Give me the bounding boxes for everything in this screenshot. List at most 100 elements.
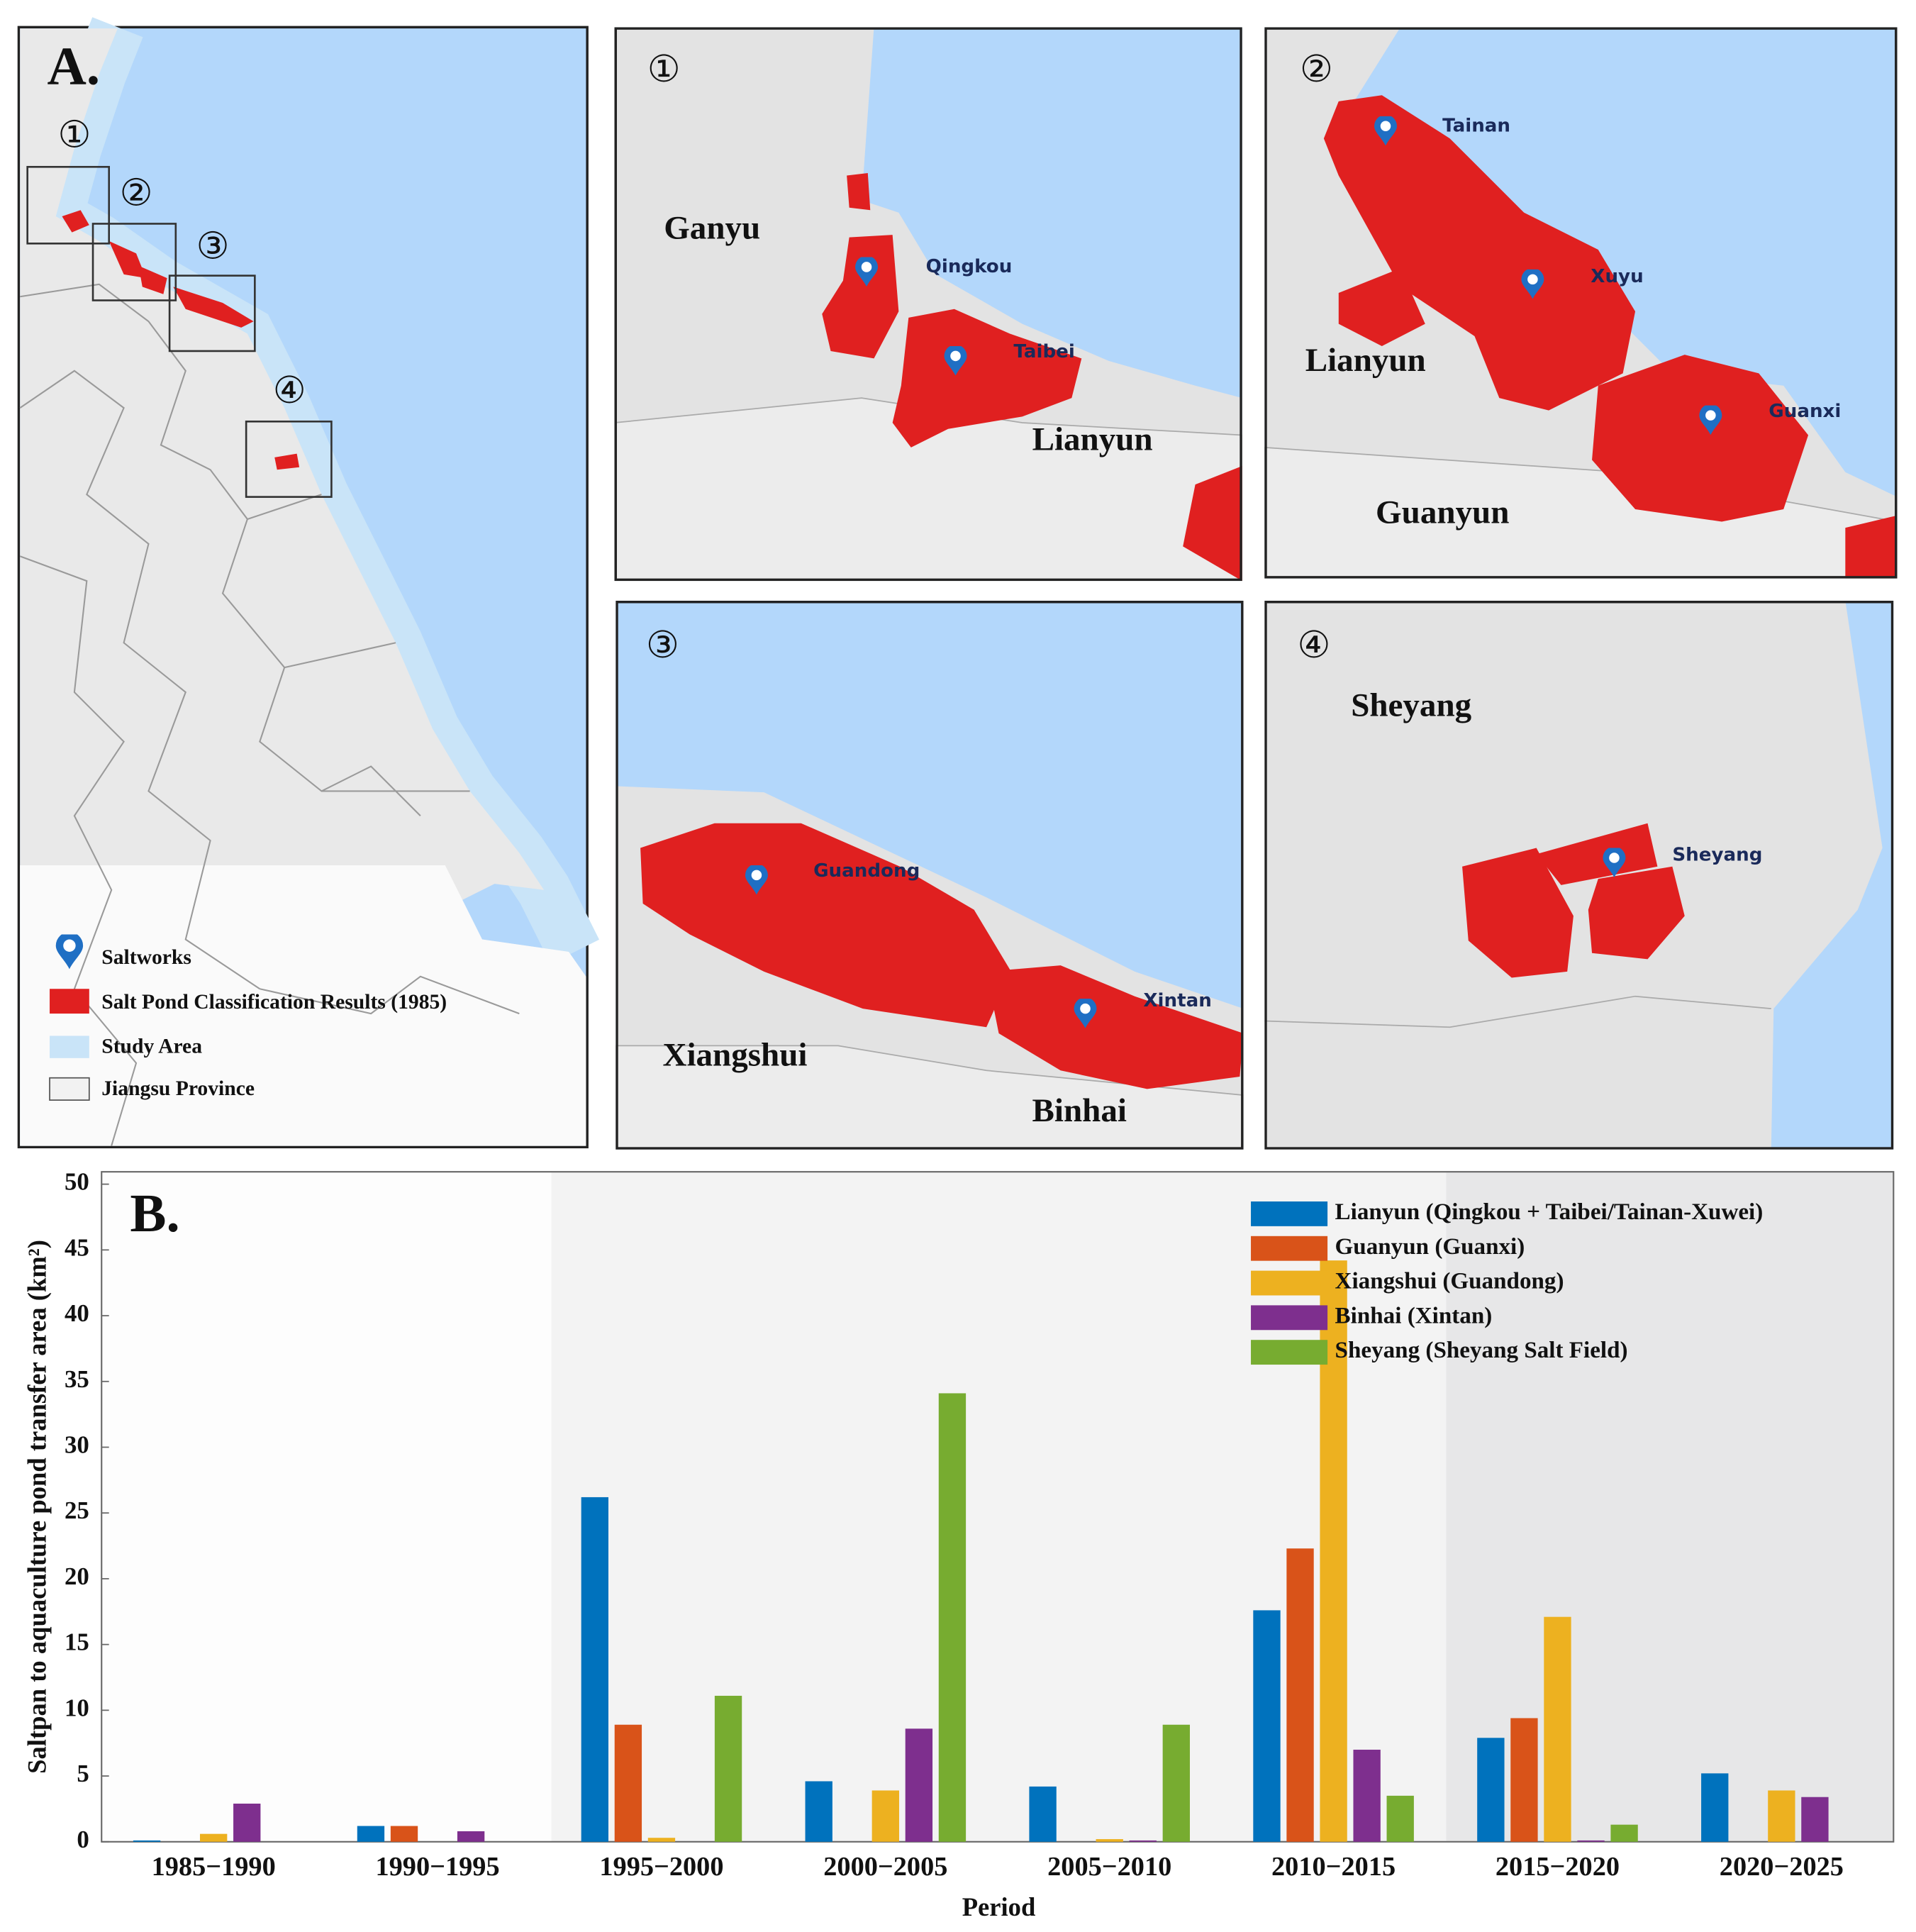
saltworks-label: Tainan xyxy=(1442,115,1510,136)
saltworks-label: Guanxi xyxy=(1769,401,1841,422)
y-tick-label: 10 xyxy=(65,1694,89,1721)
inset-number: ① xyxy=(647,48,681,91)
place-label: Lianyun xyxy=(1032,421,1153,458)
y-axis-label: Saltpan to aquaculture pond transfer are… xyxy=(22,1240,51,1774)
bar xyxy=(200,1833,228,1842)
saltworks-label: Qingkou xyxy=(926,256,1013,277)
legend-label: Xiangshui (Guandong) xyxy=(1335,1268,1564,1294)
bar xyxy=(905,1728,933,1842)
x-tick-label: 1995−2000 xyxy=(599,1852,723,1882)
bar xyxy=(938,1393,967,1842)
bar xyxy=(1386,1795,1414,1842)
place-label: Sheyang xyxy=(1351,687,1471,723)
legend-swatch xyxy=(1251,1305,1328,1331)
y-tick-label: 20 xyxy=(65,1562,89,1590)
bar xyxy=(1801,1797,1829,1842)
inset-2: ② Lianyun Guanyun Tainan Xuyu Guanxi xyxy=(1264,27,1898,579)
y-tick-label: 30 xyxy=(65,1431,89,1458)
bar xyxy=(233,1803,261,1842)
bar xyxy=(581,1497,609,1842)
x-tick-label: 2000−2005 xyxy=(823,1852,947,1882)
place-label: Lianyun xyxy=(1305,342,1426,379)
bar xyxy=(1286,1548,1314,1842)
legend-swatch xyxy=(1251,1236,1328,1261)
y-tick-label: 40 xyxy=(65,1299,89,1327)
bar xyxy=(871,1790,899,1842)
bar xyxy=(457,1831,485,1842)
legend-label: Study Area xyxy=(101,1036,202,1058)
inset-4: ④ Sheyang Sheyang xyxy=(1264,601,1894,1150)
county-borders xyxy=(19,283,520,1146)
saltworks-label: Xintan xyxy=(1143,990,1211,1011)
saltworks-label: Xuyu xyxy=(1591,266,1643,287)
x-tick-label: 2005−2010 xyxy=(1047,1852,1171,1882)
y-tick-label: 0 xyxy=(77,1826,89,1853)
bar xyxy=(1701,1773,1729,1842)
bar xyxy=(1577,1840,1605,1842)
bar xyxy=(1162,1724,1190,1842)
inset-number: ② xyxy=(1300,48,1333,91)
salt-ponds xyxy=(62,210,300,470)
bar xyxy=(1610,1824,1638,1842)
legend-label: Guanyun (Guanxi) xyxy=(1335,1233,1525,1260)
panel-b: B. Period Saltpan to aquaculture pond tr… xyxy=(22,1168,1895,1921)
bar xyxy=(614,1724,642,1842)
y-tick-label: 15 xyxy=(65,1628,89,1656)
legend-swatch xyxy=(50,989,89,1014)
legend-label: Saltworks xyxy=(101,946,191,969)
saltworks-label: Taibei xyxy=(1013,341,1074,362)
x-tick-label: 2020−2025 xyxy=(1720,1852,1844,1882)
legend-swatch xyxy=(1251,1201,1328,1226)
plot-frame xyxy=(101,1171,1895,1843)
place-label: Guanyun xyxy=(1376,494,1509,531)
bar xyxy=(357,1826,385,1842)
box-label: ④ xyxy=(273,369,306,412)
bar xyxy=(133,1840,161,1842)
y-tick-label: 45 xyxy=(65,1233,89,1261)
x-tick-label: 1990−1995 xyxy=(375,1852,499,1882)
legend-label: Sheyang (Sheyang Salt Field) xyxy=(1335,1337,1628,1363)
saltworks-label: Guandong xyxy=(813,860,920,882)
bar xyxy=(1253,1610,1281,1842)
saltworks-label: Sheyang xyxy=(1672,845,1762,866)
x-tick-label: 1985−1990 xyxy=(152,1852,276,1882)
box-label: ① xyxy=(57,113,91,156)
bar xyxy=(1477,1738,1505,1842)
y-tick-label: 50 xyxy=(65,1168,89,1196)
legend-swatch xyxy=(1251,1270,1328,1296)
legend-label: Jiangsu Province xyxy=(101,1077,255,1100)
y-tick-label: 25 xyxy=(65,1497,89,1524)
legend-swatch xyxy=(50,1036,89,1058)
bar xyxy=(714,1695,742,1842)
bar xyxy=(1096,1839,1123,1842)
bar xyxy=(1510,1718,1538,1842)
legend-swatch xyxy=(1251,1340,1328,1365)
y-tick-label: 35 xyxy=(65,1365,89,1393)
legend-swatch xyxy=(49,1077,90,1101)
bar xyxy=(1029,1786,1057,1842)
bar xyxy=(1129,1840,1157,1842)
box-label: ② xyxy=(120,171,153,214)
legend-label: Salt Pond Classification Results (1985) xyxy=(101,991,447,1014)
inset-boxes xyxy=(26,165,333,498)
place-label: Binhai xyxy=(1032,1092,1127,1129)
inset-number: ③ xyxy=(646,623,679,667)
y-tick-label: 5 xyxy=(77,1760,89,1787)
land-south xyxy=(20,865,586,1146)
x-tick-label: 2015−2020 xyxy=(1496,1852,1620,1882)
box-label: ③ xyxy=(196,224,230,267)
bar xyxy=(805,1781,832,1842)
bar xyxy=(1353,1749,1381,1842)
legend-label: Lianyun (Qingkou + Taibei/Tainan-Xuwei) xyxy=(1335,1199,1764,1225)
place-label: Ganyu xyxy=(664,210,760,247)
bar xyxy=(647,1838,676,1842)
bar xyxy=(1768,1790,1795,1842)
panel-a: ① ② ③ ④ A. Saltworks Salt Pond Classific… xyxy=(17,17,600,1149)
inset-3: ③ Xiangshui Binhai Guandong Xintan xyxy=(616,601,1244,1150)
x-tick-label: 2010−2015 xyxy=(1271,1852,1396,1882)
panel-label: A. xyxy=(48,36,101,96)
place-label: Xiangshui xyxy=(662,1037,807,1074)
inset-1: ① Ganyu Lianyun Qingkou Taibei xyxy=(614,27,1242,582)
bar xyxy=(390,1826,418,1842)
